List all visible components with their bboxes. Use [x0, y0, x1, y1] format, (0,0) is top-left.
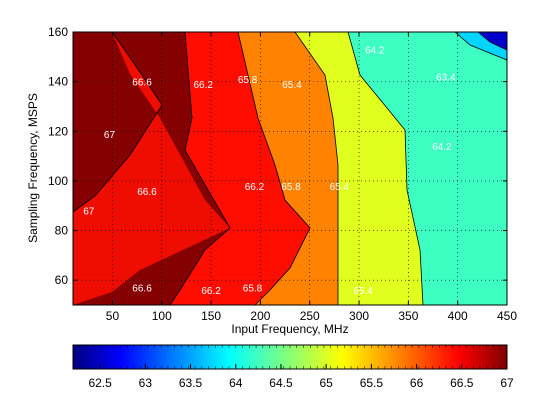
colorbar-tick-label: 63 — [139, 376, 153, 390]
colorbar-tick-label: 64.5 — [269, 376, 293, 390]
contour-label: 65.8 — [281, 182, 301, 193]
contour-label: 64.2 — [432, 142, 452, 153]
contour-label: 65.8 — [243, 284, 263, 295]
colorbar-tick-label: 65 — [319, 376, 333, 390]
plot-area: 67 67 66.6 66.6 66.6 66.2 66.2 66.2 65.8 65.8 65.8… — [72, 31, 508, 306]
contour-label: 64.2 — [365, 45, 385, 56]
plot-frame — [72, 31, 508, 306]
x-tick-label: 200 — [250, 309, 270, 323]
x-tick-label: 400 — [448, 309, 468, 323]
contour-line-66-2 — [237, 31, 311, 306]
contour-label: 67 — [83, 207, 95, 218]
colorbar-tick-label: 67 — [500, 376, 514, 390]
contour-line-65-8 — [294, 31, 339, 305]
contour-line-66-6 — [169, 31, 231, 306]
contour-line-63-8 — [454, 31, 508, 61]
colorbar-tick-label: 65.5 — [360, 376, 384, 390]
y-tick-label: 120 — [48, 124, 68, 138]
colorbar: 62.5 63 63.5 64 64.5 65 65.5 66 66.5 67 — [72, 344, 514, 390]
x-axis: 50 100 150 200 250 300 350 400 450 — [106, 32, 517, 323]
contour-label: 63.4 — [436, 73, 456, 84]
colorbar-tick-label: 66 — [410, 376, 424, 390]
contour-label: 65.8 — [238, 75, 258, 86]
colorbar-frame — [72, 344, 508, 370]
x-tick-label: 150 — [201, 309, 221, 323]
y-tick-label: 160 — [48, 25, 68, 39]
contour-label: 66.2 — [245, 182, 265, 193]
contour-line-64-6 — [347, 31, 424, 306]
contour-label: 65.4 — [330, 182, 350, 193]
colorbar-tick-label: 62.5 — [88, 376, 112, 390]
x-tick-label: 350 — [398, 309, 418, 323]
contour-label: 65.4 — [353, 286, 373, 297]
contour-label: 66.2 — [201, 286, 221, 297]
colorbar-tick-label: 66.5 — [450, 376, 474, 390]
y-tick-label: 100 — [48, 174, 68, 188]
x-axis-label: Input Frequency, MHz — [231, 322, 348, 336]
y-tick-label: 60 — [55, 273, 69, 287]
x-tick-label: 100 — [152, 309, 172, 323]
y-axis-label: Sampling Frequency, MSPS — [26, 93, 40, 243]
contour-labels: 67 67 66.6 66.6 66.6 66.2 66.2 66.2 65.8 65.8 65.8… — [83, 45, 456, 297]
contour-label: 67 — [104, 130, 116, 141]
contour-line-63-0 — [477, 31, 508, 51]
y-axis: 60 80 100 120 140 160 — [48, 25, 507, 287]
contour-label: 66.2 — [193, 80, 213, 91]
x-tick-label: 250 — [300, 309, 320, 323]
contour-label: 66.6 — [132, 78, 152, 89]
y-tick-label: 140 — [48, 75, 68, 89]
contour-label: 65.4 — [282, 80, 302, 91]
x-tick-label: 50 — [106, 309, 120, 323]
contour-label: 66.6 — [132, 284, 152, 295]
colorbar-gradient — [73, 345, 507, 369]
x-tick-label: 300 — [349, 309, 369, 323]
contour-label: 66.6 — [137, 187, 157, 198]
y-tick-label: 80 — [55, 224, 69, 238]
colorbar-tick-label: 64 — [229, 376, 243, 390]
contour-region-64-6 — [348, 32, 507, 305]
contour-region-63-0 — [478, 32, 507, 50]
contour-lines — [72, 31, 508, 306]
x-tick-label: 450 — [497, 309, 517, 323]
contour-line-67 — [72, 31, 163, 213]
colorbar-tick-label: 63.5 — [179, 376, 203, 390]
